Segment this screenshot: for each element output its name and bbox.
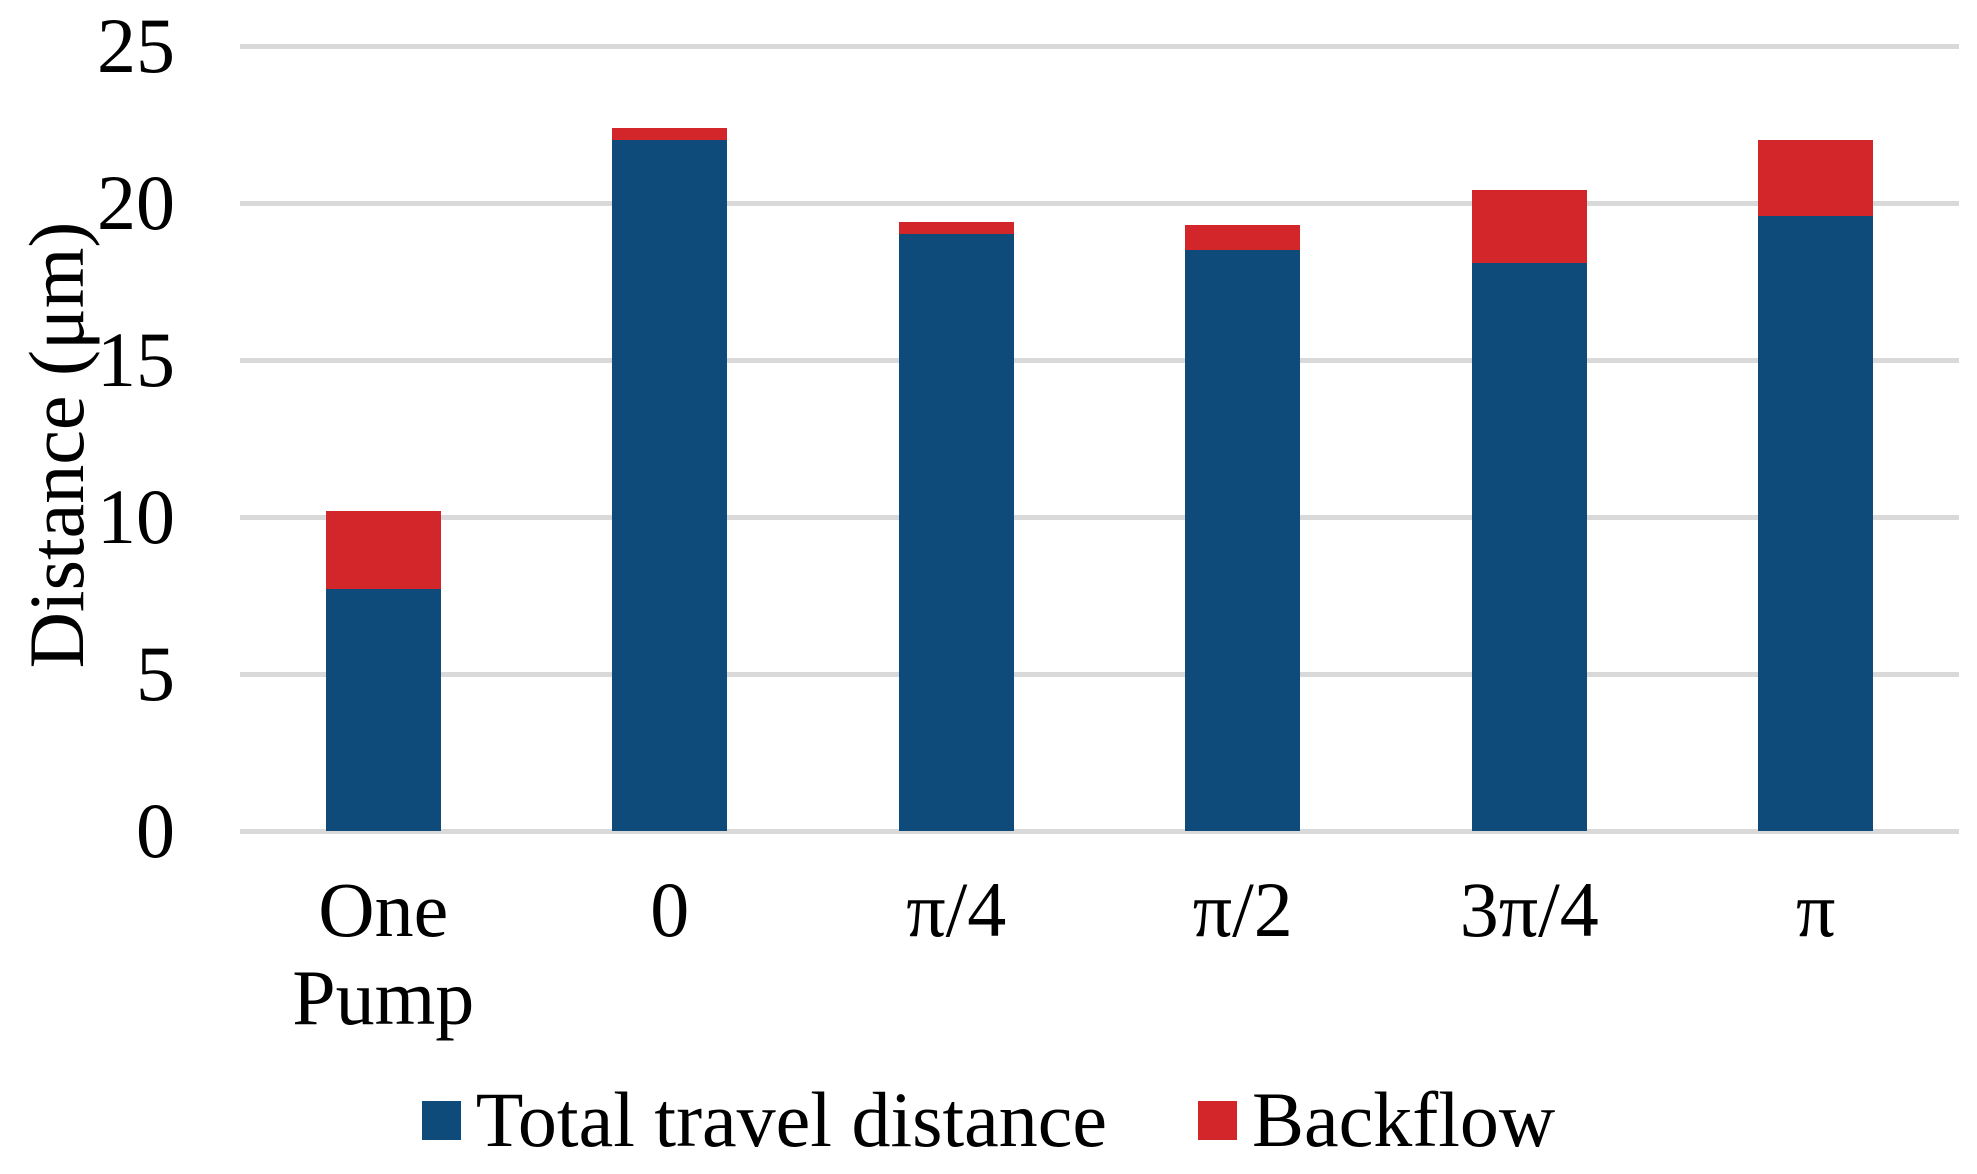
legend-item-backflow: Backflow [1198, 1081, 1555, 1159]
plot-area [240, 0, 1959, 880]
gridline-y-10 [240, 514, 1959, 520]
legend-label-backflow: Backflow [1252, 1076, 1556, 1163]
gridline-y-5 [240, 671, 1959, 677]
x-category-label-5: π [1796, 866, 1836, 953]
bar-backflow-1 [612, 127, 728, 141]
y-tick-label-20: 20 [97, 159, 175, 246]
bar-backflow-5 [1758, 140, 1874, 216]
y-tick-label-25: 25 [97, 2, 175, 89]
legend: Total travel distance Backflow [0, 1072, 1977, 1168]
bar-backflow-3 [1185, 224, 1301, 251]
legend-swatch-total-travel-distance [421, 1100, 461, 1140]
legend-swatch-backflow [1198, 1100, 1238, 1140]
bar-total-3 [1185, 250, 1301, 831]
x-category-label-1: 0 [650, 866, 690, 953]
y-tick-label-10: 10 [97, 473, 175, 560]
y-tick-label-15: 15 [97, 316, 175, 403]
gridline-y-20 [240, 200, 1959, 206]
x-category-label-2: π/4 [906, 866, 1007, 953]
legend-label-total-travel-distance: Total travel distance [475, 1076, 1108, 1163]
gridline-y-25 [240, 43, 1959, 49]
bar-total-4 [1471, 262, 1587, 831]
bar-backflow-4 [1471, 190, 1587, 263]
legend-item-total-travel-distance: Total travel distance [421, 1076, 1108, 1163]
gridline-y-0 [240, 828, 1959, 834]
bar-backflow-0 [325, 510, 441, 590]
y-tick-label-5: 5 [136, 630, 175, 717]
bar-total-0 [325, 589, 441, 831]
x-category-label-3: π/2 [1192, 866, 1293, 953]
bar-backflow-2 [898, 221, 1014, 235]
x-category-label-4: 3π/4 [1459, 866, 1599, 953]
bar-total-5 [1758, 215, 1874, 831]
bar-total-1 [612, 140, 728, 831]
gridline-y-15 [240, 357, 1959, 363]
y-tick-label-0: 0 [136, 787, 175, 874]
bar-total-2 [898, 234, 1014, 831]
x-category-label-0: One Pump [292, 866, 475, 1042]
y-axis-title: Distance (μm) [13, 221, 100, 669]
